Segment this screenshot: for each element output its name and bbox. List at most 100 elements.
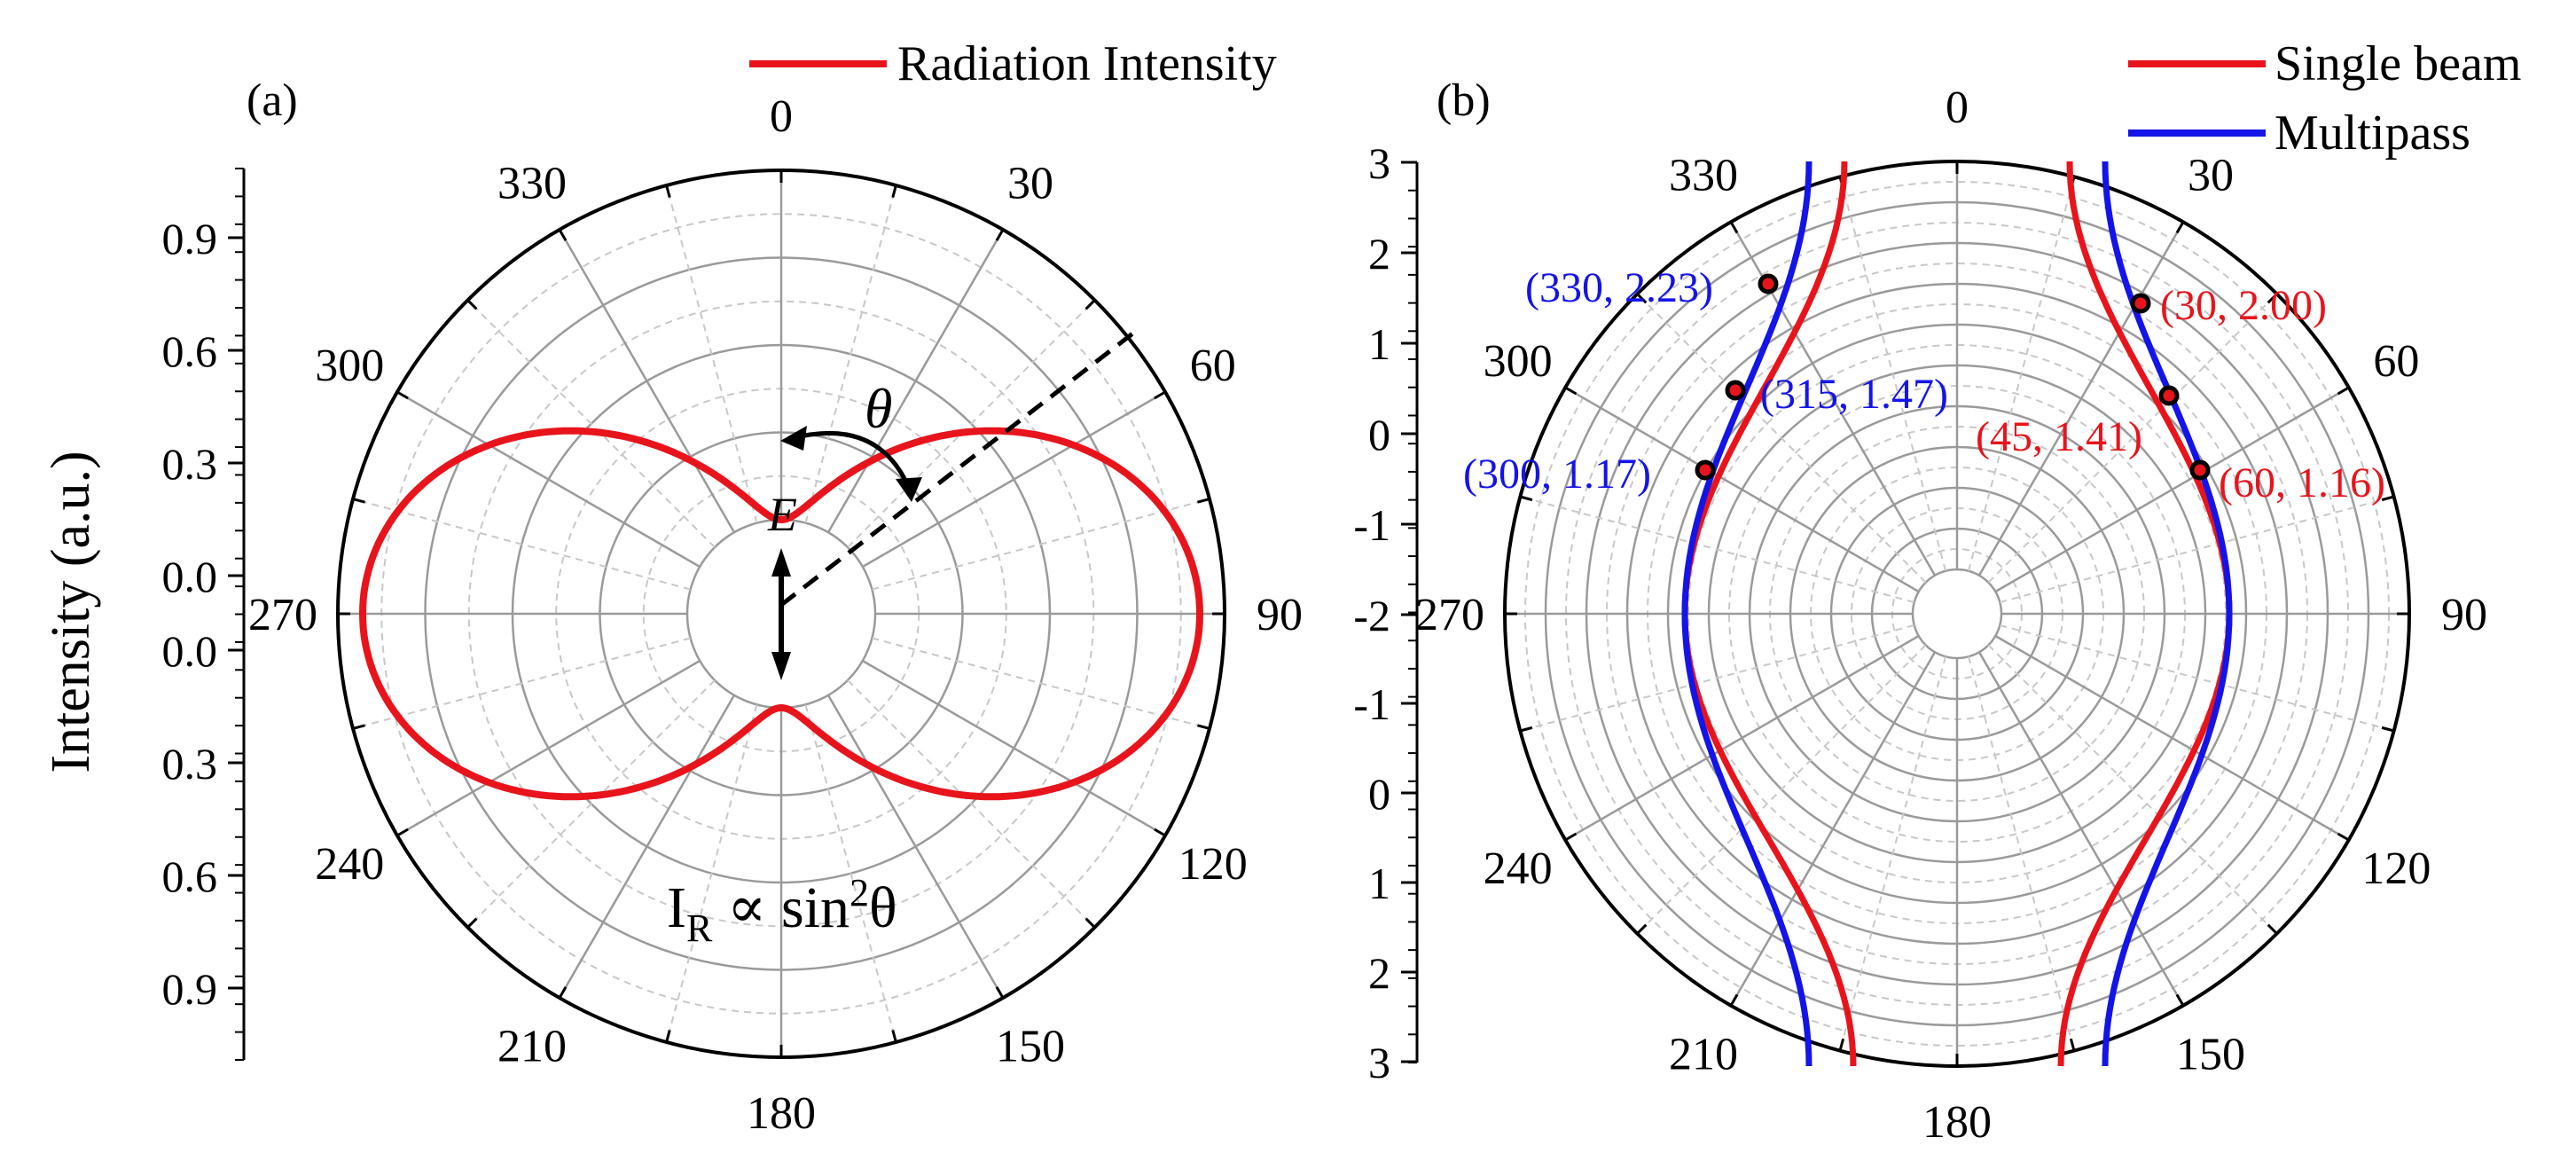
radial-tick-label: 0.0 xyxy=(162,552,218,601)
outer-tick xyxy=(466,917,478,929)
data-label-300: (300, 1.17) xyxy=(1463,451,1651,498)
minor-spoke xyxy=(1636,644,1927,935)
radial-tick-label: 3 xyxy=(1368,1038,1390,1087)
panel-a-radial-axis: 0.9 0.6 0.3 0.0 0.0 0.3 0.6 0.9 xyxy=(162,168,246,1061)
theta-arc-arrowhead-end xyxy=(896,477,922,502)
angle-label-300: 300 xyxy=(315,341,384,391)
outer-tick xyxy=(891,184,897,198)
radial-tick-label: 0.6 xyxy=(162,326,218,376)
outer-tick xyxy=(2337,832,2350,842)
outer-tick xyxy=(995,229,1005,241)
panel-a-series xyxy=(358,427,1204,801)
data-point-45 xyxy=(2158,385,2180,406)
minor-spoke xyxy=(872,498,1210,591)
minor-spoke xyxy=(665,704,758,1043)
minor-spoke xyxy=(804,184,897,523)
major-spoke xyxy=(558,229,736,533)
minor-spoke xyxy=(466,299,716,548)
minor-spoke xyxy=(2000,496,2394,604)
outer-tick xyxy=(1519,726,1533,733)
outer-tick xyxy=(2267,293,2278,304)
major-spoke xyxy=(1977,651,2185,1007)
angle-label-270: 270 xyxy=(248,590,317,640)
angle-label-30: 30 xyxy=(2188,151,2234,201)
outer-tick xyxy=(558,229,568,241)
angle-label-60: 60 xyxy=(1190,341,1236,391)
outer-tick xyxy=(665,184,671,198)
outer-tick xyxy=(396,390,409,400)
minor-spoke xyxy=(804,704,897,1043)
outer-tick xyxy=(1729,221,1739,234)
outer-tick xyxy=(2175,221,2185,234)
outer-tick xyxy=(2381,726,2395,733)
angle-label-120: 120 xyxy=(2361,843,2431,894)
radial-tick-label: 1 xyxy=(1368,859,1390,908)
minor-spoke xyxy=(352,637,691,730)
multipass-left xyxy=(1681,161,1813,1067)
legend-single-beam-label: Single beam xyxy=(2275,36,2521,91)
data-point-60 xyxy=(2189,459,2211,481)
outer-tick xyxy=(1564,832,1578,842)
panel-b-angle-labels: 0 30 60 90 120 150 180 210 240 270 300 330 xyxy=(1415,82,2487,1148)
data-label-30: (30, 2.00) xyxy=(2160,282,2327,329)
outer-tick xyxy=(665,1030,671,1043)
minor-spoke xyxy=(1520,496,1914,604)
radial-tick-label: 0 xyxy=(1368,769,1390,819)
data-point-300 xyxy=(1695,459,1716,481)
minor-spoke xyxy=(872,637,1210,730)
radial-tick-label: 0.3 xyxy=(162,439,218,489)
panel-b-grid xyxy=(1503,160,2411,1068)
minor-spoke xyxy=(2000,624,2394,732)
outer-tick xyxy=(2069,1038,2076,1052)
minor-spoke xyxy=(665,184,758,523)
angle-label-330: 330 xyxy=(497,158,567,208)
outer-tick xyxy=(1197,498,1210,504)
angle-label-60: 60 xyxy=(2373,336,2419,387)
formula-sub: R xyxy=(686,906,713,950)
outer-tick xyxy=(352,724,365,730)
major-spoke xyxy=(1564,634,1920,842)
angle-label-150: 150 xyxy=(2176,1029,2245,1079)
major-spoke xyxy=(1994,386,2350,593)
outer-tick xyxy=(1729,993,1739,1007)
minor-spoke xyxy=(847,679,1096,929)
major-spoke xyxy=(1977,221,2185,577)
panel-b-points: (330, 2.23) (315, 1.47) (300, 1.17) (30, 2.… xyxy=(1463,264,2385,506)
angle-label-210: 210 xyxy=(1669,1029,1738,1079)
major-spoke xyxy=(1994,634,2350,842)
radial-tick-label: 0.9 xyxy=(162,964,218,1014)
theta-arc-arrowhead-start xyxy=(780,426,807,451)
major-spoke xyxy=(826,694,1005,999)
radial-tick-label: 0.3 xyxy=(162,739,218,788)
legend-radiation-label: Radiation Intensity xyxy=(897,36,1277,91)
major-spoke xyxy=(862,659,1166,837)
angle-label-0: 0 xyxy=(1946,82,1969,133)
major-ring xyxy=(1911,568,2003,660)
theta-arc xyxy=(792,430,912,490)
outer-tick xyxy=(891,1030,897,1043)
angle-label-300: 300 xyxy=(1484,336,1553,387)
radial-tick-label: 0 xyxy=(1368,410,1390,459)
outer-tick xyxy=(1084,299,1096,310)
outer-tick xyxy=(1564,386,1578,396)
angle-label-240: 240 xyxy=(315,839,384,890)
radial-tick-label: -1 xyxy=(1353,500,1390,550)
outer-tick xyxy=(2381,495,2395,502)
outer-tick xyxy=(1154,390,1166,400)
outer-tick xyxy=(466,299,478,310)
outer-tick xyxy=(2337,386,2350,396)
major-spoke xyxy=(1564,386,1920,593)
major-spoke xyxy=(396,659,701,837)
outer-tick xyxy=(558,986,568,999)
major-spoke xyxy=(862,390,1166,569)
outer-tick xyxy=(1154,828,1166,837)
theta-direction-line xyxy=(779,330,1137,607)
radial-tick-label: 0.0 xyxy=(162,626,218,676)
outer-tick xyxy=(1519,495,1533,502)
major-spoke xyxy=(826,229,1005,533)
legend-multipass-label: Multipass xyxy=(2275,106,2470,161)
outer-tick xyxy=(995,986,1005,999)
angle-label-0: 0 xyxy=(770,91,793,142)
